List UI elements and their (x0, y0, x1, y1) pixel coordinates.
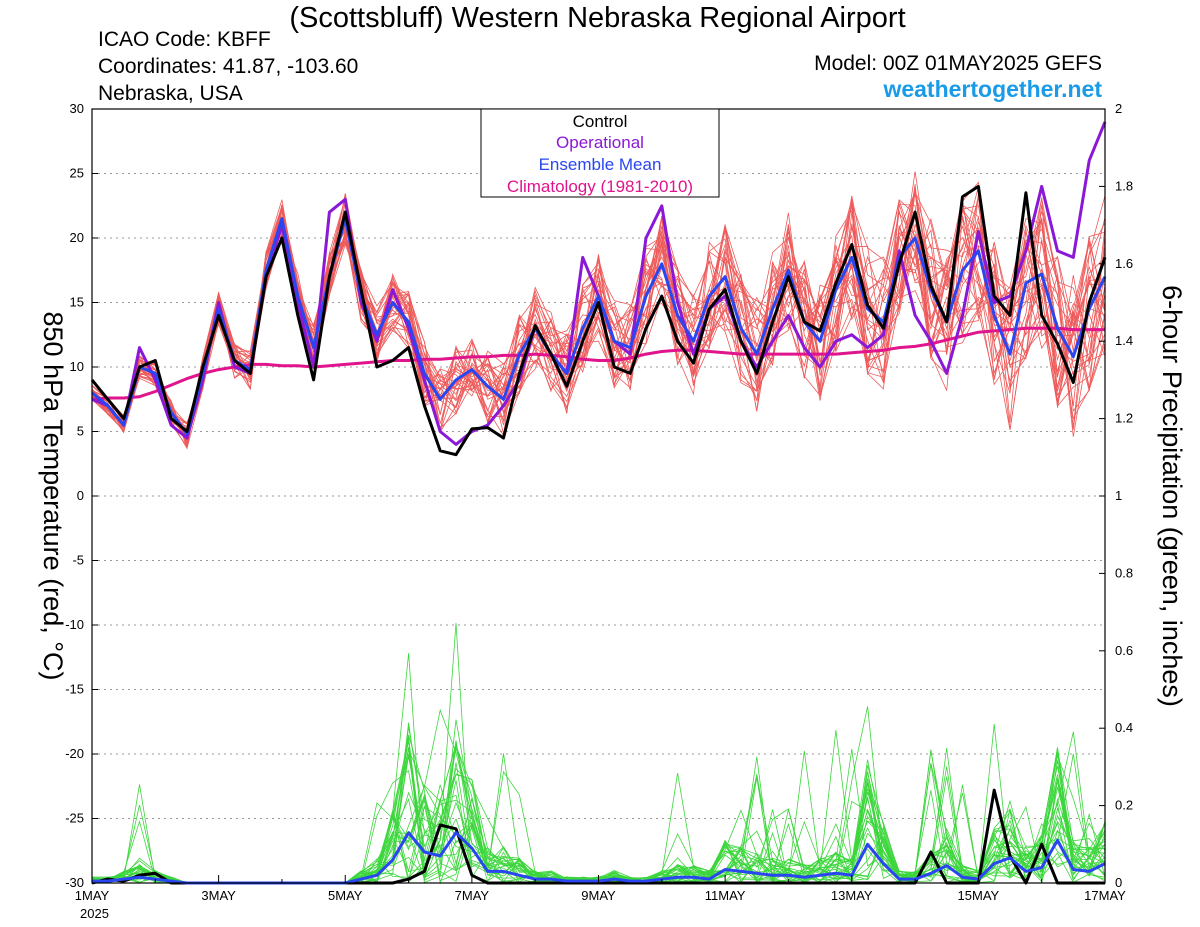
legend-box (480, 108, 720, 198)
climatology-temperature-line (91, 326, 1105, 401)
precip-member-line (91, 747, 1106, 884)
x-tick-label: 1MAY (75, 888, 110, 903)
temperature-member-line (91, 195, 1106, 429)
legend-ensemble-mean: Ensemble Mean (539, 155, 662, 174)
left-axis-ticks: 30 25 20 15 10 5 0 -5 -10 -15 -20 -25 -30 (65, 101, 98, 890)
x-tick-label: 11MAY (705, 888, 746, 903)
temperature-member-line (91, 193, 1106, 430)
coordinates: Coordinates: 41.87, -103.60 (98, 55, 359, 78)
y-right-axis-label: 6-hour Precipitation (green, inches) (1157, 285, 1187, 707)
icao-code: ICAO Code: KBFF (98, 28, 271, 51)
x-axis-ticks: 1MAY 3MAY 5MAY 7MAY 9MAY 11MAY 13MAY 15MAY 17MAY (75, 875, 1126, 903)
y-left-tick-label: 15 (70, 295, 84, 310)
x-tick-label: 3MAY (201, 888, 236, 903)
y-left-axis-label: 850 hPa Temperature (red, °C) (38, 312, 68, 681)
x-tick-label: 9MAY (581, 888, 616, 903)
chart-title: (Scottsbluff) Western Nebraska Regional … (289, 2, 906, 34)
y-right-tick-label: 2 (1115, 101, 1122, 116)
y-left-tick-label: -20 (65, 746, 84, 761)
x-tick-label: 13MAY (831, 888, 873, 903)
precip-member-line (91, 743, 1106, 884)
y-left-tick-label: -10 (65, 617, 84, 632)
legend-control: Control (573, 112, 628, 131)
y-right-tick-label: 1 (1115, 488, 1122, 503)
y-left-tick-label: -5 (72, 553, 84, 568)
legend-operational: Operational (556, 133, 644, 152)
y-right-tick-label: 1.4 (1115, 333, 1133, 348)
x-tick-label: 17MAY (1084, 888, 1126, 903)
y-right-tick-label: 0.8 (1115, 565, 1133, 580)
temperature-member-line (91, 195, 1106, 426)
y-right-tick-label: 0.2 (1115, 798, 1133, 813)
y-left-tick-label: 30 (70, 101, 84, 116)
y-left-tick-label: 5 (77, 424, 84, 439)
y-left-tick-label: 10 (70, 359, 84, 374)
y-right-tick-label: 1.2 (1115, 411, 1133, 426)
y-right-tick-label: 1.6 (1115, 256, 1133, 271)
y-right-tick-label: 0 (1115, 875, 1122, 890)
y-left-tick-label: -15 (65, 682, 84, 697)
y-left-tick-label: 25 (70, 166, 84, 181)
y-right-tick-label: 1.8 (1115, 178, 1133, 193)
x-year-label: 2025 (80, 906, 109, 921)
x-tick-label: 15MAY (958, 888, 1000, 903)
website-link[interactable]: weathertogether.net (883, 76, 1102, 102)
control-temperature-line (90, 184, 1107, 457)
y-left-tick-label: -30 (65, 875, 84, 890)
legend: Control Operational Ensemble Mean Climat… (480, 108, 720, 198)
y-right-tick-label: 0.4 (1115, 720, 1133, 735)
y-right-tick-label: 0.6 (1115, 643, 1133, 658)
model-run: Model: 00Z 01MAY2025 GEFS (814, 52, 1102, 75)
y-left-tick-label: 20 (70, 230, 84, 245)
right-axis-ticks: 2 1.8 1.6 1.4 1.2 1 0.8 0.6 0.4 0.2 0 (1099, 101, 1133, 890)
y-left-tick-label: -25 (65, 811, 84, 826)
region: Nebraska, USA (98, 82, 243, 105)
y-left-tick-label: 0 (77, 488, 84, 503)
x-tick-label: 5MAY (328, 888, 363, 903)
legend-climatology: Climatology (1981-2010) (507, 177, 693, 196)
x-tick-label: 7MAY (455, 888, 490, 903)
chart-series (90, 121, 1107, 885)
